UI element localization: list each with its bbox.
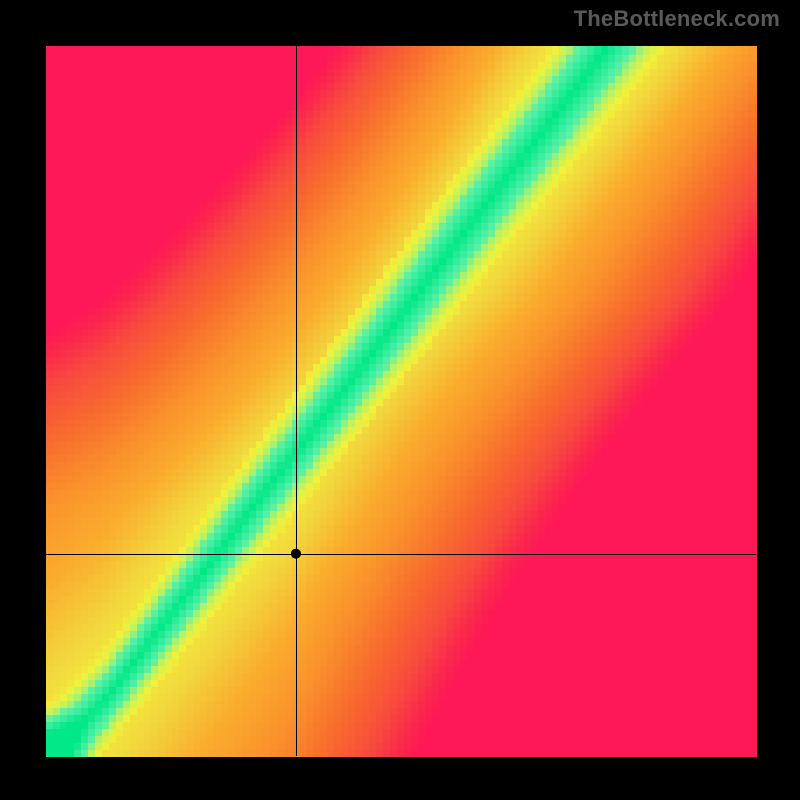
watermark-text: TheBottleneck.com [574,6,780,32]
chart-container: TheBottleneck.com [0,0,800,800]
bottleneck-heatmap [0,0,800,800]
